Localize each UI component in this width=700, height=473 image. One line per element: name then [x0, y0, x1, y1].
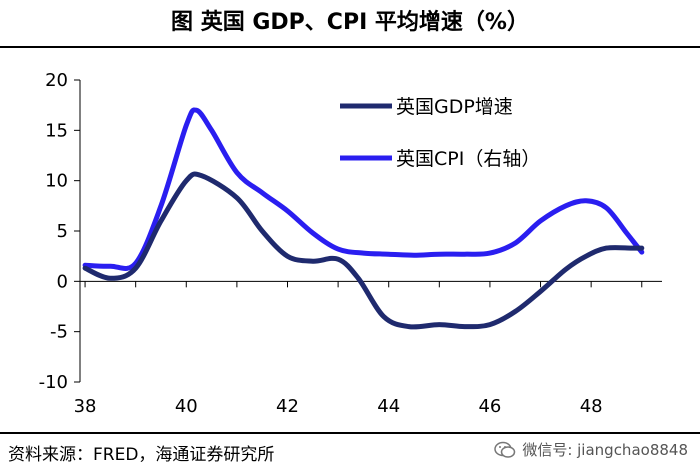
line-chart: 20 15 10 5 0 -5 -10 38 40 42 44 46 48 英国GDP增速英国CPI（… [39, 70, 662, 417]
y-tick-label: -5 [50, 322, 68, 343]
y-tick-label: 0 [57, 271, 68, 292]
x-tick-label: 38 [74, 396, 97, 417]
series-group [82, 107, 645, 330]
y-tick-label: -10 [39, 372, 68, 393]
wechat-icon [494, 441, 516, 458]
cpi-series-line [82, 107, 645, 272]
legend-gdp-label: 英国GDP增速 [396, 96, 513, 118]
source-note: 资料来源：FRED，海通证券研究所 [8, 445, 275, 465]
x-tick-label: 44 [377, 396, 400, 417]
x-axis: 38 40 42 44 46 48 [74, 280, 662, 417]
x-tick-label: 40 [175, 396, 198, 417]
y-tick-label: 10 [45, 171, 68, 192]
x-tick-label: 42 [276, 396, 299, 417]
source-rule [0, 432, 700, 434]
y-tick-label: 15 [45, 120, 68, 141]
watermark: 微信号: jiangchao8848 [494, 439, 688, 460]
gdp-series-line [82, 171, 645, 330]
y-axis: 20 15 10 5 0 -5 -10 [39, 70, 81, 393]
x-tick-label: 48 [580, 396, 603, 417]
x-tick-label: 46 [478, 396, 501, 417]
y-tick-label: 5 [57, 221, 68, 242]
chart-title: 图 英国 GDP、CPI 平均增速（%） [171, 10, 529, 35]
legend-cpi-label: 英国CPI（右轴） [396, 148, 540, 170]
y-tick-label: 20 [45, 70, 68, 91]
watermark-text: 微信号: jiangchao8848 [522, 441, 688, 459]
title-rule [0, 46, 700, 48]
